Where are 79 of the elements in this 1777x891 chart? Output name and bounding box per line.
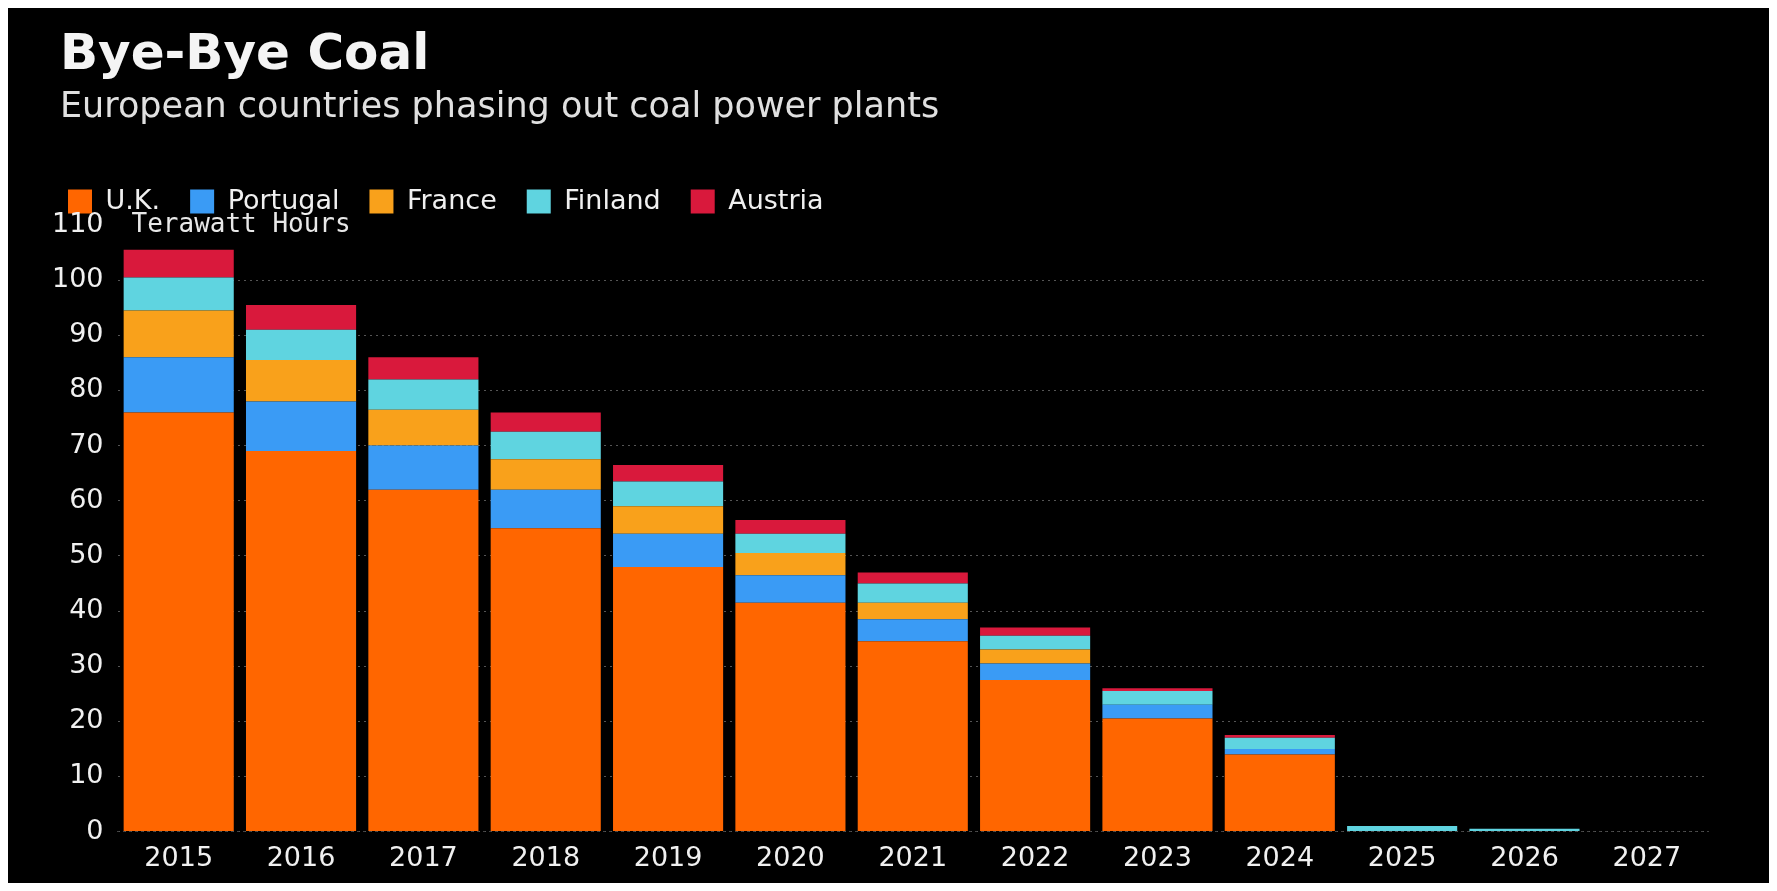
x-tick-label: 2025 bbox=[1367, 840, 1437, 872]
legend-label: Finland bbox=[564, 183, 661, 215]
chart-subtitle: European countries phasing out coal power plants bbox=[60, 84, 941, 127]
legend-label: Austria bbox=[728, 183, 824, 215]
x-tick-label: 2016 bbox=[266, 840, 336, 872]
bar bbox=[735, 520, 846, 534]
x-tick-label: 2026 bbox=[1490, 840, 1559, 872]
bar bbox=[1102, 718, 1213, 832]
y-tick-label: 110 bbox=[51, 207, 104, 239]
bar bbox=[1224, 748, 1335, 755]
y-tick-label: 20 bbox=[69, 703, 104, 735]
bar bbox=[490, 431, 601, 460]
x-tick-label: 2024 bbox=[1245, 840, 1315, 872]
x-tick-label: 2020 bbox=[756, 840, 825, 872]
bar bbox=[857, 619, 968, 642]
x-tick-label: 2018 bbox=[511, 840, 581, 872]
bar bbox=[735, 533, 846, 554]
x-tick-label: 2015 bbox=[144, 840, 214, 872]
bar bbox=[490, 412, 601, 432]
bar bbox=[123, 249, 234, 278]
bar bbox=[368, 409, 479, 446]
bar bbox=[613, 533, 724, 567]
bar bbox=[857, 602, 968, 620]
bar bbox=[246, 329, 357, 361]
bar bbox=[123, 310, 234, 358]
bar bbox=[368, 357, 479, 380]
bar bbox=[735, 575, 846, 603]
x-tick-label: 2017 bbox=[389, 840, 458, 872]
bar bbox=[246, 360, 357, 402]
x-tick-label: 2019 bbox=[633, 840, 703, 872]
y-tick-label: 70 bbox=[69, 427, 104, 459]
bar bbox=[1224, 735, 1335, 738]
x-tick-label: 2023 bbox=[1123, 840, 1192, 872]
bar bbox=[1347, 826, 1458, 832]
legend-label: France bbox=[406, 183, 497, 215]
bar bbox=[1224, 737, 1335, 749]
bar bbox=[490, 489, 601, 529]
bar bbox=[490, 459, 601, 490]
chart-title: Bye-Bye Coal bbox=[60, 22, 431, 82]
bar bbox=[368, 379, 479, 410]
bar bbox=[123, 357, 234, 413]
bar bbox=[980, 627, 1091, 636]
y-tick-label: 60 bbox=[69, 482, 104, 514]
bar bbox=[613, 464, 724, 482]
bar bbox=[246, 401, 357, 452]
bar bbox=[246, 304, 357, 330]
x-tick-label: 2027 bbox=[1612, 840, 1682, 872]
bar bbox=[1224, 754, 1335, 832]
bar bbox=[123, 412, 234, 832]
bar bbox=[613, 506, 724, 534]
bar bbox=[857, 583, 968, 603]
bar bbox=[857, 641, 968, 832]
y-tick-label: 30 bbox=[69, 648, 104, 680]
bar bbox=[490, 528, 601, 832]
y-tick-label: 100 bbox=[51, 262, 104, 294]
bar bbox=[735, 553, 846, 576]
y-tick-label: 0 bbox=[86, 813, 104, 845]
bar bbox=[1102, 688, 1213, 691]
y-tick-label: 40 bbox=[69, 593, 104, 625]
bar bbox=[123, 277, 234, 311]
bar bbox=[980, 649, 1091, 664]
bar bbox=[1102, 704, 1213, 719]
y-tick-label: 10 bbox=[69, 758, 104, 790]
y-tick-label: 90 bbox=[69, 317, 104, 349]
bar bbox=[735, 602, 846, 832]
bar bbox=[980, 663, 1091, 680]
bar bbox=[246, 451, 357, 832]
x-tick-label: 2021 bbox=[878, 840, 948, 872]
bar bbox=[613, 481, 724, 507]
bar bbox=[980, 679, 1091, 832]
bar bbox=[368, 489, 479, 832]
bar bbox=[857, 572, 968, 584]
bar bbox=[1102, 690, 1213, 705]
bar bbox=[980, 635, 1091, 650]
y-tick-label: 80 bbox=[69, 372, 104, 404]
y-tick-label: 50 bbox=[69, 537, 104, 569]
bar bbox=[368, 445, 479, 490]
bar bbox=[613, 566, 724, 832]
x-tick-label: 2022 bbox=[1000, 840, 1070, 872]
